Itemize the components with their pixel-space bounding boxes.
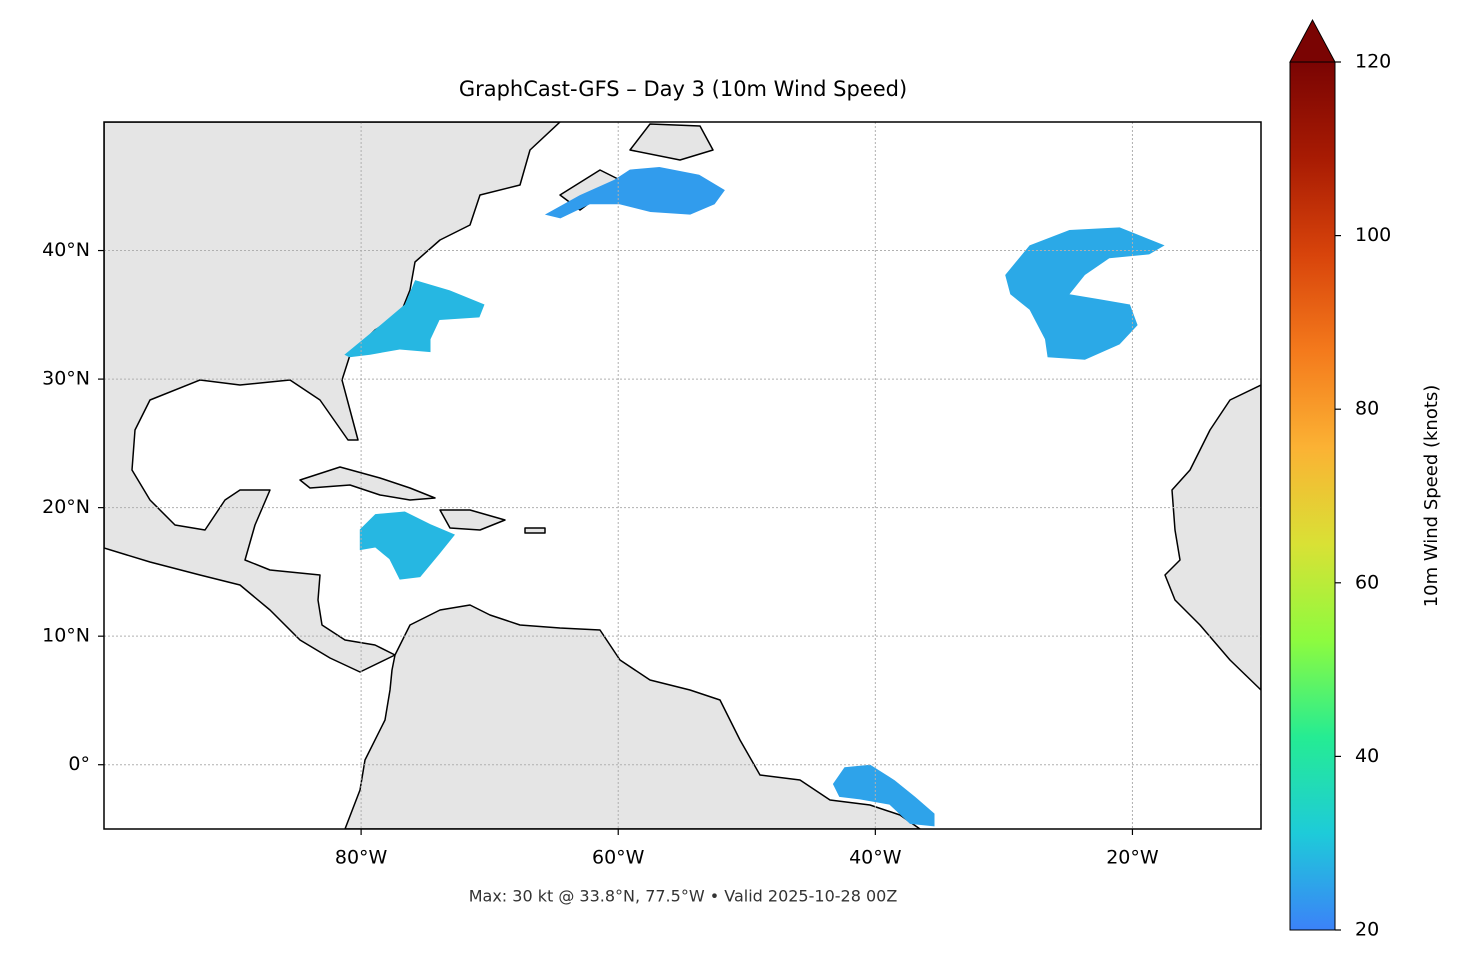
wind-area [832, 764, 935, 827]
colorbar-tick-label: 40 [1355, 745, 1379, 767]
colorbar-tick-label: 100 [1355, 224, 1391, 246]
x-tick-label: 20°W [1106, 847, 1159, 869]
wind-area [359, 511, 455, 580]
land [104, 122, 1261, 829]
wind-field [344, 167, 1165, 827]
x-tick-label: 80°W [335, 847, 388, 869]
newfoundland [629, 123, 714, 161]
africa [1164, 384, 1261, 691]
y-tick-label: 30°N [42, 368, 90, 390]
cuba [299, 466, 436, 501]
x-tick-label: 40°W [849, 847, 902, 869]
hispaniola [439, 509, 506, 531]
colorbar-tick-label: 60 [1355, 571, 1379, 593]
north-america [104, 122, 561, 673]
plot-frame [103, 121, 1262, 830]
chart-title: GraphCast-GFS – Day 3 (10m Wind Speed) [459, 77, 907, 101]
wind-area [1005, 227, 1165, 360]
wind-area [544, 167, 725, 219]
colorbar-extend [1289, 18, 1336, 63]
x-tick-label: 60°W [592, 847, 645, 869]
south-america [344, 604, 921, 829]
y-tick-label: 10°N [42, 625, 90, 647]
y-tick-label: 0° [68, 753, 90, 775]
y-tick-label: 20°N [42, 496, 90, 518]
colorbar-label: 10m Wind Speed (knots) [1421, 385, 1442, 608]
wind-area [344, 280, 485, 358]
annotation: Max: 30 kt @ 33.8°N, 77.5°W • Valid 2025… [469, 887, 898, 906]
colorbar-tick-label: 120 [1355, 51, 1391, 73]
y-tick-label: 40°N [42, 239, 90, 261]
puerto-rico [524, 527, 546, 534]
colorbar-tick-label: 80 [1355, 398, 1379, 420]
grid: 80°W 60°W 40°W 20°W 0° 10°N 20°N 30°N 40°N [42, 122, 1261, 869]
colorbar-tick-label: 20 [1355, 919, 1379, 941]
colorbar [1289, 61, 1336, 931]
